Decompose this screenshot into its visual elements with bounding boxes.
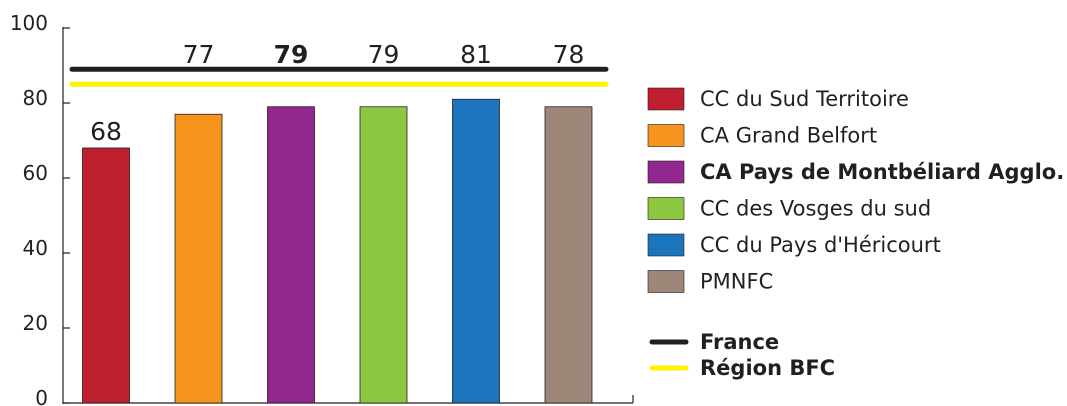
- legend-swatch: [647, 87, 685, 111]
- legend: CC du Sud Territoire CA Grand Belfort CA P…: [647, 87, 1064, 380]
- data-label: 78: [553, 40, 585, 69]
- legend-swatch: [647, 160, 685, 184]
- bars: [82, 98, 593, 404]
- legend-swatch: [647, 233, 685, 257]
- bar: [452, 98, 500, 404]
- legend-label: CC des Vosges du sud: [700, 197, 931, 221]
- y-tick-label: 60: [23, 161, 48, 185]
- y-tick-label: 100: [10, 11, 48, 35]
- y-tick-label: 80: [23, 86, 48, 110]
- bar: [544, 106, 593, 404]
- legend-label: CC du Sud Territoire: [700, 87, 909, 111]
- data-labels: 68 77 79 79 81 78: [90, 40, 584, 146]
- bar: [174, 113, 223, 404]
- data-label: 81: [460, 40, 492, 69]
- legend-label: CA Grand Belfort: [700, 124, 877, 148]
- y-tick-label: 40: [23, 236, 48, 260]
- legend-swatch: [647, 270, 685, 293]
- data-label: 79: [368, 40, 400, 69]
- y-tick-label: 20: [23, 311, 48, 335]
- data-label: 77: [183, 40, 215, 69]
- bar: [82, 147, 130, 404]
- bar: [267, 106, 315, 404]
- legend-swatch: [647, 197, 685, 220]
- y-tick-label: 0: [35, 386, 48, 406]
- bar: [359, 106, 408, 404]
- x-axis: [63, 395, 634, 404]
- y-axis: 0 20 40 60 80 100: [10, 11, 70, 406]
- legend-label: CA Pays de Montbéliard Agglo.: [700, 160, 1064, 184]
- legend-label: France: [700, 330, 779, 354]
- legend-swatch: [647, 124, 685, 147]
- reference-lines: [69, 66, 609, 87]
- legend-label: PMNFC: [700, 270, 773, 294]
- legend-label: Région BFC: [700, 356, 835, 380]
- legend-label: CC du Pays d'Héricourt: [700, 233, 941, 257]
- data-label: 68: [90, 117, 122, 146]
- data-label: 79: [274, 40, 309, 69]
